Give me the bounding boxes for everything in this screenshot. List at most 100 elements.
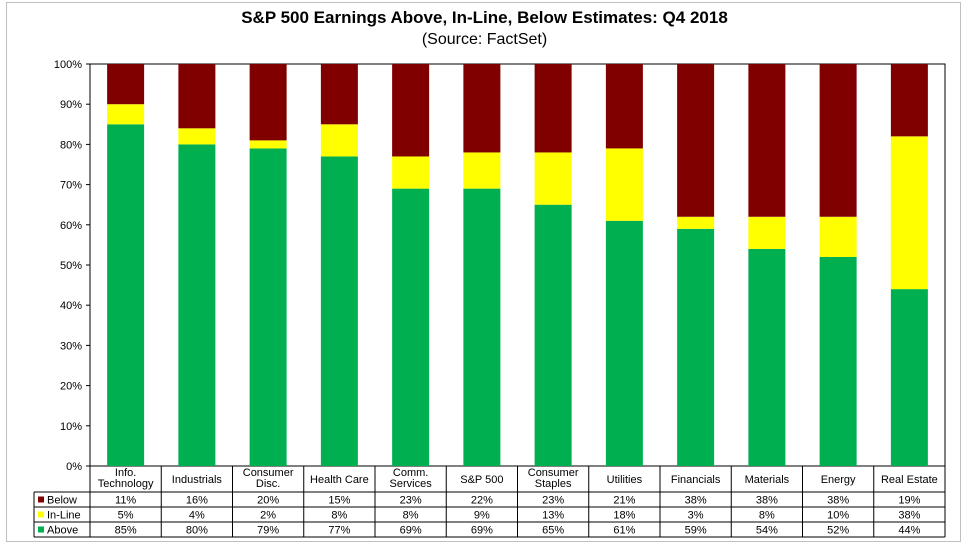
bar-below-s-p-500 <box>463 64 501 153</box>
category-label: Financials <box>671 474 721 486</box>
data-label-below: 23% <box>400 495 422 507</box>
legend-label-below: Below <box>47 495 77 507</box>
bar-above-info-technology <box>107 124 145 467</box>
data-label-below: 22% <box>471 495 493 507</box>
category-label: Disc. <box>256 478 280 490</box>
bar-below-consumer-disc <box>249 64 287 141</box>
bar-below-consumer-staples <box>534 64 572 153</box>
bar-below-info-technology <box>107 64 145 105</box>
category-label: Health Care <box>310 474 369 486</box>
data-label-in-line: 8% <box>331 510 347 522</box>
data-label-in-line: 3% <box>688 510 704 522</box>
y-tick-label: 100% <box>54 59 82 71</box>
bar-above-s-p-500 <box>463 188 501 466</box>
bar-above-utilities <box>605 220 643 466</box>
data-label-above: 65% <box>542 525 564 537</box>
bar-in-line-s-p-500 <box>463 152 501 189</box>
bar-in-line-industrials <box>178 128 216 145</box>
bar-in-line-consumer-staples <box>534 152 572 205</box>
data-label-in-line: 8% <box>403 510 419 522</box>
data-label-above: 59% <box>685 525 707 537</box>
data-label-above: 79% <box>257 525 279 537</box>
y-tick-label: 20% <box>60 381 82 393</box>
data-label-in-line: 2% <box>260 510 276 522</box>
category-label: Comm. <box>393 467 428 479</box>
data-label-above: 85% <box>115 525 137 537</box>
data-label-below: 23% <box>542 495 564 507</box>
y-tick-label: 30% <box>60 340 82 352</box>
bar-below-industrials <box>178 64 216 129</box>
y-tick-label: 90% <box>60 99 82 111</box>
y-tick-label: 60% <box>60 220 82 232</box>
data-label-in-line: 13% <box>542 510 564 522</box>
bar-in-line-financials <box>677 216 715 229</box>
y-tick-label: 50% <box>60 260 82 272</box>
data-label-above: 44% <box>898 525 920 537</box>
bar-above-materials <box>748 248 786 466</box>
data-label-in-line: 38% <box>898 510 920 522</box>
bar-above-consumer-disc <box>249 148 287 467</box>
bar-above-consumer-staples <box>534 204 572 466</box>
data-label-above: 54% <box>756 525 778 537</box>
data-label-above: 77% <box>328 525 350 537</box>
bar-in-line-real-estate <box>890 136 928 290</box>
bar-above-industrials <box>178 144 216 466</box>
data-label-in-line: 8% <box>759 510 775 522</box>
chart-frame <box>6 2 961 542</box>
data-label-below: 16% <box>186 495 208 507</box>
data-label-in-line: 9% <box>474 510 490 522</box>
plot-area <box>89 63 946 467</box>
data-label-in-line: 5% <box>118 510 134 522</box>
bar-below-real-estate <box>890 64 928 137</box>
bar-in-line-consumer-disc <box>249 140 287 149</box>
y-tick-label: 10% <box>60 421 82 433</box>
data-label-below: 38% <box>827 495 849 507</box>
bar-in-line-energy <box>819 216 857 257</box>
legend-label-in-line: In-Line <box>47 510 81 522</box>
category-label: Consumer <box>528 467 579 479</box>
bar-below-health-care <box>320 64 358 125</box>
bar-above-financials <box>677 228 715 466</box>
y-tick-label: 70% <box>60 180 82 192</box>
data-label-below: 15% <box>328 495 350 507</box>
bar-in-line-materials <box>748 216 786 249</box>
bar-in-line-utilities <box>605 148 643 221</box>
bar-below-comm-services <box>392 64 430 157</box>
bar-in-line-comm-services <box>392 156 430 189</box>
data-label-in-line: 10% <box>827 510 849 522</box>
bar-below-materials <box>748 64 786 217</box>
category-label: Technology <box>98 478 154 490</box>
data-label-below: 20% <box>257 495 279 507</box>
category-label: Consumer <box>243 467 294 479</box>
legend-label-above: Above <box>47 525 78 537</box>
legend-swatch-above <box>38 526 44 533</box>
category-label: Energy <box>821 474 856 486</box>
data-label-above: 69% <box>400 525 422 537</box>
y-tick-label: 40% <box>60 300 82 312</box>
bar-above-energy <box>819 256 857 466</box>
category-label: S&P 500 <box>460 474 503 486</box>
bar-below-utilities <box>605 64 643 149</box>
category-label: Staples <box>535 478 572 490</box>
bar-below-financials <box>677 64 715 217</box>
data-label-in-line: 4% <box>189 510 205 522</box>
data-label-below: 38% <box>756 495 778 507</box>
y-tick-label: 80% <box>60 139 82 151</box>
data-label-below: 21% <box>613 495 635 507</box>
legend-swatch-below <box>38 496 44 503</box>
category-label: Materials <box>745 474 790 486</box>
chart-subtitle: (Source: FactSet) <box>421 31 548 48</box>
chart-title: S&P 500 Earnings Above, In-Line, Below E… <box>241 8 728 27</box>
data-label-above: 61% <box>613 525 635 537</box>
data-label-below: 38% <box>685 495 707 507</box>
category-label: Utilities <box>607 474 643 486</box>
data-label-below: 19% <box>898 495 920 507</box>
y-tick-label: 0% <box>66 461 82 473</box>
bar-below-energy <box>819 64 857 217</box>
bar-above-health-care <box>320 156 358 466</box>
bar-above-comm-services <box>392 188 430 466</box>
bar-above-real-estate <box>890 289 928 466</box>
legend-swatch-in-line <box>38 511 44 518</box>
bar-in-line-info-technology <box>107 104 145 125</box>
category-label: Real Estate <box>881 474 938 486</box>
